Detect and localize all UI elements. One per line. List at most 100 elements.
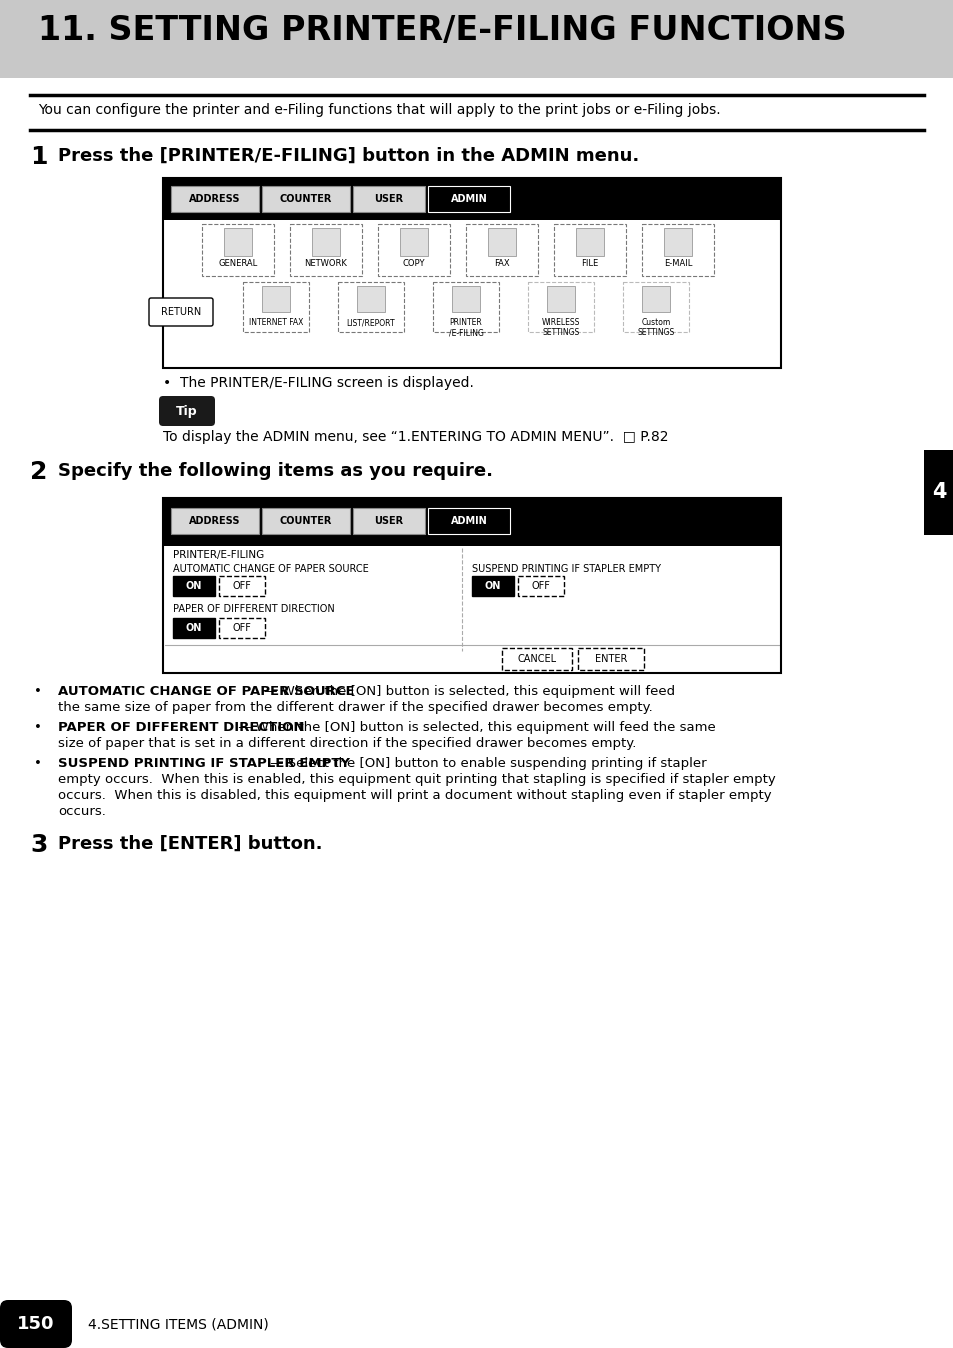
Bar [290, 224, 361, 276]
Text: INTERNET FAX: INTERNET FAX [249, 318, 303, 328]
Text: empty occurs.  When this is enabled, this equipment quit printing that stapling : empty occurs. When this is enabled, this… [58, 772, 775, 786]
Text: occurs.  When this is disabled, this equipment will print a document without sta: occurs. When this is disabled, this equi… [58, 789, 771, 802]
Bar [163, 497, 781, 546]
Text: 4.SETTING ITEMS (ADMIN): 4.SETTING ITEMS (ADMIN) [88, 1317, 269, 1330]
FancyBboxPatch shape [149, 298, 213, 326]
Bar [472, 576, 514, 596]
Bar [353, 508, 424, 534]
Bar [0, 1299, 953, 1348]
Bar [465, 224, 537, 276]
Bar [171, 508, 258, 534]
Text: size of paper that is set in a different direction if the specified drawer becom: size of paper that is set in a different… [58, 737, 636, 749]
Text: ADDRESS: ADDRESS [189, 516, 240, 526]
Text: ADDRESS: ADDRESS [189, 194, 240, 204]
Text: PRINTER/E-FILING: PRINTER/E-FILING [172, 550, 264, 559]
Text: 1: 1 [30, 146, 48, 168]
Text: WIRELESS
SETTINGS: WIRELESS SETTINGS [541, 318, 579, 337]
Text: COPY: COPY [402, 259, 425, 268]
Text: LIST/REPORT: LIST/REPORT [346, 318, 395, 328]
Text: Tip: Tip [176, 404, 197, 418]
Bar [546, 286, 575, 311]
Text: the same size of paper from the different drawer if the specified drawer becomes: the same size of paper from the differen… [58, 701, 652, 714]
Text: USER: USER [374, 194, 403, 204]
Text: NETWORK: NETWORK [304, 259, 347, 268]
Text: GENERAL: GENERAL [218, 259, 257, 268]
Text: PRINTER
/E-FILING: PRINTER /E-FILING [448, 318, 483, 337]
Bar [576, 228, 603, 256]
Text: 3: 3 [30, 833, 48, 857]
Text: ON: ON [186, 581, 202, 590]
Text: E-MAIL: E-MAIL [663, 259, 692, 268]
Bar [163, 178, 781, 368]
Text: COUNTER: COUNTER [279, 516, 332, 526]
Text: — When the [ON] button is selected, this equipment will feed: — When the [ON] button is selected, this… [259, 685, 674, 698]
Bar [452, 286, 479, 311]
Bar [163, 178, 781, 220]
Text: OFF: OFF [233, 623, 252, 634]
Bar [243, 282, 309, 332]
Bar [554, 224, 625, 276]
Text: Press the [ENTER] button.: Press the [ENTER] button. [58, 834, 322, 853]
Bar [641, 224, 713, 276]
Bar [312, 228, 339, 256]
Bar [353, 186, 424, 212]
Bar [219, 617, 265, 638]
Bar [399, 228, 428, 256]
Bar [377, 224, 450, 276]
Text: •: • [34, 721, 42, 735]
Text: PAPER OF DIFFERENT DIRECTION: PAPER OF DIFFERENT DIRECTION [172, 604, 335, 613]
Text: ON: ON [186, 623, 202, 634]
Bar [641, 286, 669, 311]
Bar [172, 617, 214, 638]
Text: CANCEL: CANCEL [517, 654, 556, 665]
Text: You can configure the printer and e-Filing functions that will apply to the prin: You can configure the printer and e-Fili… [38, 102, 720, 117]
Bar [433, 282, 498, 332]
Text: ON: ON [484, 581, 500, 590]
Text: FAX: FAX [494, 259, 509, 268]
Text: SUSPEND PRINTING IF STAPLER EMPTY: SUSPEND PRINTING IF STAPLER EMPTY [58, 758, 350, 770]
FancyBboxPatch shape [923, 450, 953, 535]
Text: occurs.: occurs. [58, 805, 106, 818]
Bar [163, 220, 781, 368]
Text: OFF: OFF [531, 581, 550, 590]
Bar [262, 186, 350, 212]
Bar [163, 497, 781, 673]
Bar [219, 576, 265, 596]
Text: SUSPEND PRINTING IF STAPLER EMPTY: SUSPEND PRINTING IF STAPLER EMPTY [472, 563, 660, 574]
Text: Specify the following items as you require.: Specify the following items as you requi… [58, 462, 493, 480]
Text: — Select the [ON] button to enable suspending printing if stapler: — Select the [ON] button to enable suspe… [266, 758, 706, 770]
Bar [663, 228, 691, 256]
Bar [501, 648, 572, 670]
FancyBboxPatch shape [159, 396, 214, 426]
Text: AUTOMATIC CHANGE OF PAPER SOURCE: AUTOMATIC CHANGE OF PAPER SOURCE [58, 685, 355, 698]
Bar [337, 282, 403, 332]
Bar [262, 286, 290, 311]
FancyBboxPatch shape [0, 1299, 71, 1348]
Bar [262, 508, 350, 534]
Bar [356, 286, 385, 311]
Text: 4: 4 [931, 483, 945, 503]
Bar [0, 0, 953, 78]
Bar [171, 186, 258, 212]
Text: ENTER: ENTER [594, 654, 626, 665]
Bar [578, 648, 643, 670]
Text: 2: 2 [30, 460, 48, 484]
Bar [517, 576, 563, 596]
Bar [172, 576, 214, 596]
Text: Custom
SETTINGS: Custom SETTINGS [637, 318, 674, 337]
Bar [622, 282, 688, 332]
Text: ADMIN: ADMIN [450, 516, 487, 526]
Text: To display the ADMIN menu, see “1.ENTERING TO ADMIN MENU”.  □ P.82: To display the ADMIN menu, see “1.ENTERI… [163, 430, 668, 443]
Text: AUTOMATIC CHANGE OF PAPER SOURCE: AUTOMATIC CHANGE OF PAPER SOURCE [172, 563, 369, 574]
Text: COUNTER: COUNTER [279, 194, 332, 204]
Bar [428, 508, 510, 534]
Text: 11. SETTING PRINTER/E-FILING FUNCTIONS: 11. SETTING PRINTER/E-FILING FUNCTIONS [38, 13, 845, 47]
Text: USER: USER [374, 516, 403, 526]
Text: ADMIN: ADMIN [450, 194, 487, 204]
Text: PAPER OF DIFFERENT DIRECTION: PAPER OF DIFFERENT DIRECTION [58, 721, 304, 735]
Bar [202, 224, 274, 276]
Text: •: • [34, 685, 42, 698]
Text: OFF: OFF [233, 581, 252, 590]
Bar [428, 186, 510, 212]
Text: •  The PRINTER/E-FILING screen is displayed.: • The PRINTER/E-FILING screen is display… [163, 376, 474, 390]
